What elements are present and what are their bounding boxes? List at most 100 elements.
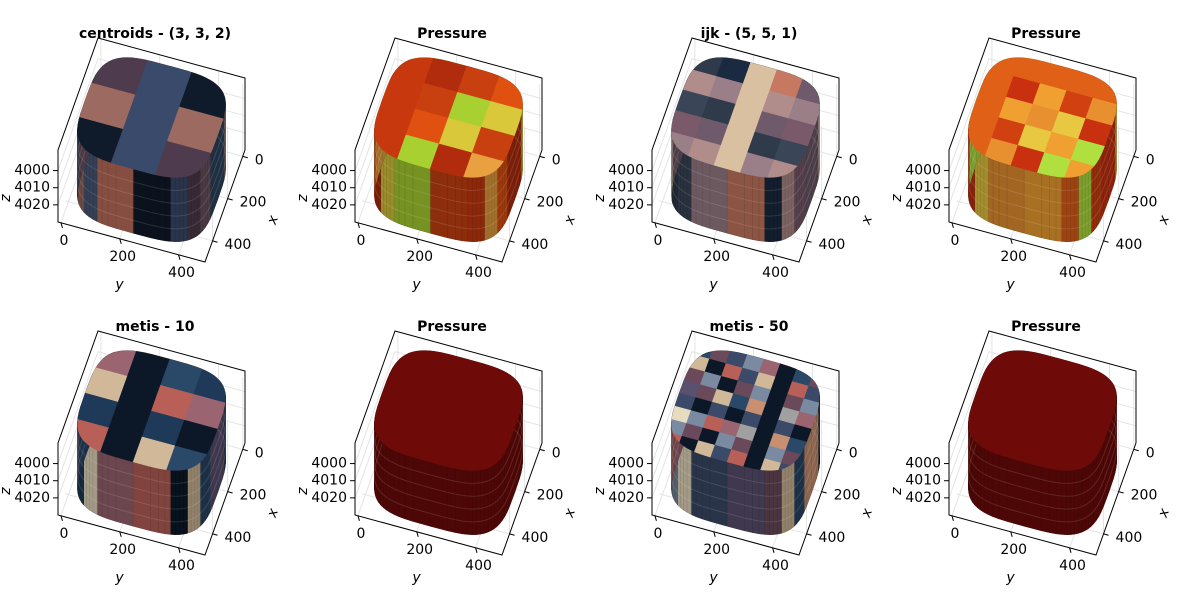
wall-face xyxy=(793,459,797,528)
wall-face xyxy=(115,456,134,527)
wall-face xyxy=(199,459,203,528)
wall-face xyxy=(202,162,206,232)
wall-face xyxy=(96,157,103,225)
wall-face xyxy=(499,455,503,525)
wall-face xyxy=(1095,451,1099,522)
wall-face xyxy=(764,177,770,242)
y-tick xyxy=(1069,254,1072,260)
x-tick-label: 0 xyxy=(1146,152,1155,168)
wall-face xyxy=(695,452,703,520)
x-tick-label: 200 xyxy=(240,195,267,211)
cell xyxy=(799,397,820,417)
y-tick-label: 0 xyxy=(653,233,662,249)
wall-face xyxy=(686,154,692,222)
cell xyxy=(788,97,820,126)
panel-title: Pressure xyxy=(417,26,487,42)
wall-face xyxy=(793,166,797,235)
x-tick xyxy=(821,198,827,201)
wall-face xyxy=(690,157,697,225)
top-face xyxy=(968,57,1117,178)
y-tick xyxy=(475,254,478,260)
z-tick-label: 4000 xyxy=(905,456,941,472)
layer-line xyxy=(670,414,821,523)
wall-face xyxy=(509,135,515,214)
x-tick xyxy=(509,240,515,243)
z-tick-label: 4010 xyxy=(311,180,347,196)
cell xyxy=(987,57,1022,77)
wall-face xyxy=(222,115,225,187)
z-tick-label: 4020 xyxy=(905,490,941,506)
wall-face xyxy=(472,470,477,535)
axis-line xyxy=(651,442,840,556)
layer-line xyxy=(670,401,821,510)
z-tick-label: 4020 xyxy=(311,197,347,213)
y-tick-label: 0 xyxy=(653,526,662,542)
wall-face xyxy=(164,176,171,242)
y-tick xyxy=(951,222,954,228)
wall-face xyxy=(752,468,760,535)
axis-line xyxy=(948,149,1137,263)
top-face xyxy=(77,57,226,178)
wall-face xyxy=(89,445,94,513)
x-tick-label: 400 xyxy=(819,530,846,546)
layer-line xyxy=(373,108,524,217)
wall-face xyxy=(1098,154,1102,224)
wall-face xyxy=(467,470,473,535)
y-axis-label: y xyxy=(411,277,421,293)
wall-face xyxy=(207,447,211,517)
x-axis-label: x xyxy=(561,506,579,521)
x-tick-label: 400 xyxy=(522,237,549,253)
z-tick-label: 4000 xyxy=(905,163,941,179)
wall-face xyxy=(209,148,213,220)
wall-face xyxy=(709,163,728,234)
wall-face xyxy=(150,466,159,533)
wall-face xyxy=(386,445,391,513)
x-tick xyxy=(806,240,812,243)
z-axis-label: z xyxy=(295,194,311,203)
y-tick-label: 200 xyxy=(1000,542,1027,558)
wall-face xyxy=(998,454,1008,522)
cell xyxy=(690,57,725,77)
wall-face xyxy=(504,154,508,224)
cell xyxy=(795,76,820,106)
wall-face xyxy=(1087,168,1092,237)
x-tick-label: 0 xyxy=(255,152,264,168)
wall-face xyxy=(769,177,774,242)
wall-face xyxy=(107,161,117,229)
wall-face xyxy=(1108,122,1114,200)
layer-line xyxy=(76,108,227,217)
y-axis-label: y xyxy=(411,570,421,586)
y-tick xyxy=(416,238,419,244)
wall-face xyxy=(1078,174,1083,241)
wall-face xyxy=(1113,408,1116,480)
wall-face xyxy=(389,447,395,515)
wall-face xyxy=(217,415,223,493)
panel-title: Pressure xyxy=(1011,319,1081,335)
wall-face xyxy=(701,161,711,229)
y-tick-label: 200 xyxy=(406,542,433,558)
x-tick xyxy=(836,448,842,452)
wall-face xyxy=(179,469,184,535)
wall-face xyxy=(787,171,792,239)
wall-face xyxy=(816,115,819,187)
wall-face xyxy=(784,173,789,240)
wall-face xyxy=(132,168,151,239)
y-tick-label: 400 xyxy=(465,558,492,574)
wall-face xyxy=(164,469,171,535)
wall-face xyxy=(1023,168,1042,239)
wall-face xyxy=(1049,468,1057,535)
wall-face xyxy=(777,175,782,242)
wall-face xyxy=(92,447,98,515)
wall-face xyxy=(998,161,1008,229)
x-axis-label: x xyxy=(264,213,282,228)
wall-face xyxy=(170,470,176,535)
z-tick-label: 4010 xyxy=(14,180,50,196)
wall-face xyxy=(701,454,711,522)
z-tick-label: 4020 xyxy=(311,490,347,506)
axis-line xyxy=(354,442,543,556)
y-tick xyxy=(1010,238,1013,244)
wall-face xyxy=(496,166,500,235)
wall-face xyxy=(1108,415,1114,493)
